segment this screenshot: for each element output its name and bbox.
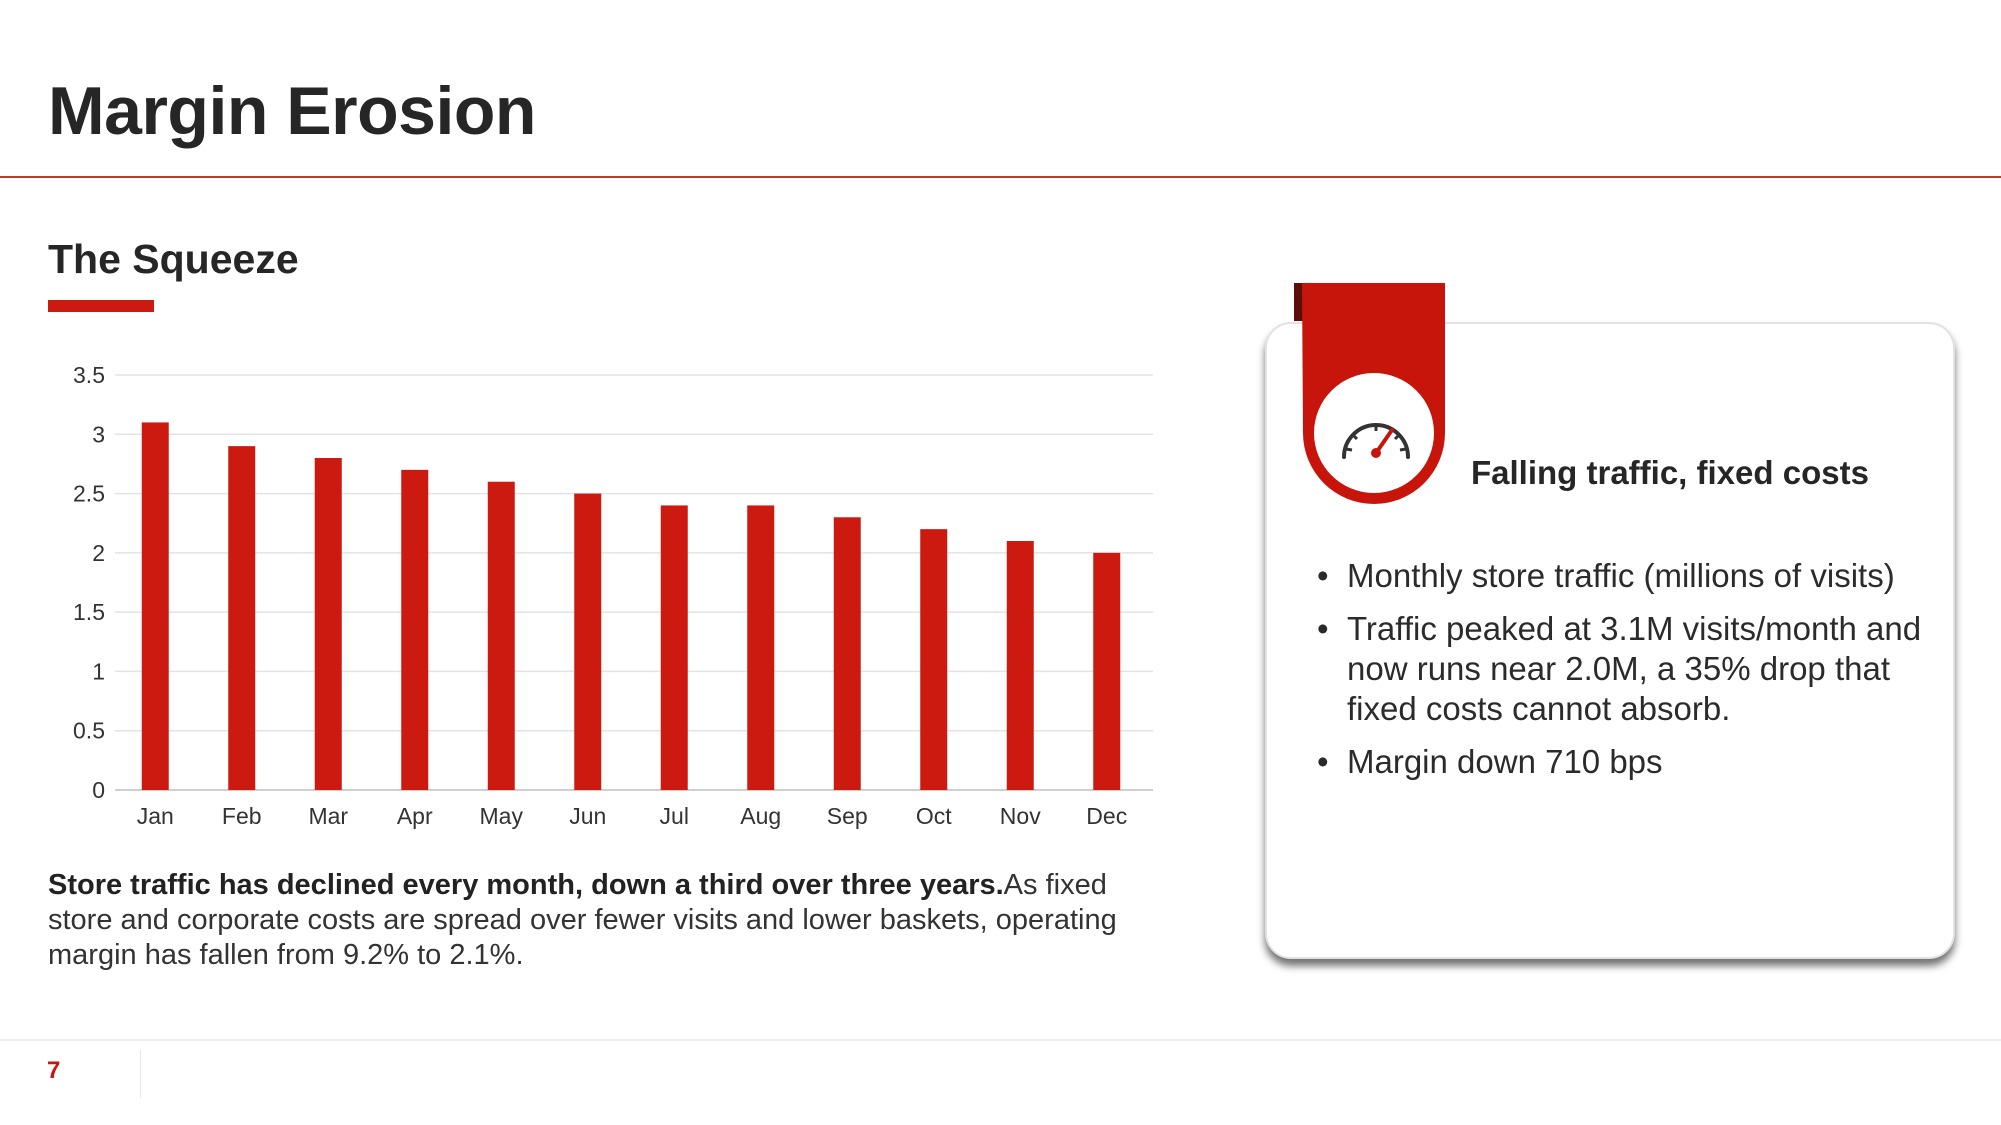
slide-title: Margin Erosion [48, 73, 536, 149]
card-title: Falling traffic, fixed costs [1471, 454, 1869, 491]
y-tick-label: 1 [92, 658, 105, 684]
y-tick-label: 1.5 [73, 599, 105, 625]
bullet-item: • Traffic peaked at 3.1M visits/month and… [1307, 609, 1947, 729]
bullet-item: • Monthly store traffic (millions of visi… [1307, 556, 1947, 596]
x-tick-label: Aug [740, 803, 781, 829]
x-tick-label: Jul [660, 803, 689, 829]
y-tick-label: 2.5 [73, 481, 105, 507]
title-divider [0, 176, 2001, 178]
bar-may [487, 481, 515, 790]
y-tick-label: 3.5 [73, 362, 105, 388]
x-tick-label: Jan [137, 803, 174, 829]
bullet-dot: • [1317, 557, 1329, 594]
section-title: The Squeeze [48, 236, 299, 282]
caption-headline: Store traffic has declined every month, … [48, 869, 1004, 901]
x-tick-label: Mar [308, 803, 348, 829]
y-tick-label: 0.5 [73, 718, 105, 744]
bar-jan [141, 422, 169, 790]
bar-sep [833, 517, 861, 790]
x-tick-label: Sep [827, 803, 868, 829]
x-tick-label: Nov [1000, 803, 1041, 829]
bar-dec [1093, 552, 1121, 790]
bullet-text: Margin down 710 bps [1347, 743, 1663, 780]
card-ribbon-tab [1294, 283, 1445, 504]
traffic-bar-chart: 0 0.5 1 1.5 2 2.5 3 3.5 Jan Feb Mar Apr May Jun Jul Aug… [73, 362, 1153, 829]
page-number: 7 [47, 1057, 61, 1084]
caption-body: As fixed store and corporate costs are s… [48, 869, 1117, 971]
bar-mar [314, 458, 342, 790]
footer-divider [0, 1039, 2001, 1041]
bar-apr [401, 469, 429, 790]
bar-oct [920, 529, 948, 790]
x-tick-label: Feb [222, 803, 262, 829]
x-tick-label: Oct [916, 803, 952, 829]
card-bullet-list: • Monthly store traffic (millions of visi… [1307, 556, 1947, 795]
bullet-dot: • [1317, 610, 1329, 647]
bar-jul [660, 505, 688, 790]
bullet-dot: • [1317, 743, 1329, 780]
x-tick-label: Jun [569, 803, 606, 829]
x-tick-label: May [480, 803, 524, 829]
bar-aug [747, 505, 775, 790]
bullet-item: • Margin down 710 bps [1307, 742, 1947, 782]
bullet-text: Traffic peaked at 3.1M visits/month and … [1347, 610, 1922, 727]
footer-separator [140, 1050, 141, 1098]
bar-jun [574, 493, 602, 790]
y-tick-label: 2 [92, 540, 105, 566]
x-tick-label: Dec [1086, 803, 1127, 829]
bullet-text: Monthly store traffic (millions of visit… [1347, 557, 1895, 594]
speedometer-icon [1342, 423, 1410, 459]
y-tick-label: 0 [92, 777, 105, 803]
x-tick-label: Apr [397, 803, 433, 829]
bar-feb [228, 446, 256, 790]
y-tick-label: 3 [92, 421, 105, 447]
bar-nov [1006, 541, 1034, 790]
section-accent-bar [48, 300, 154, 312]
chart-caption: Store traffic has declined every month, … [48, 868, 1138, 973]
